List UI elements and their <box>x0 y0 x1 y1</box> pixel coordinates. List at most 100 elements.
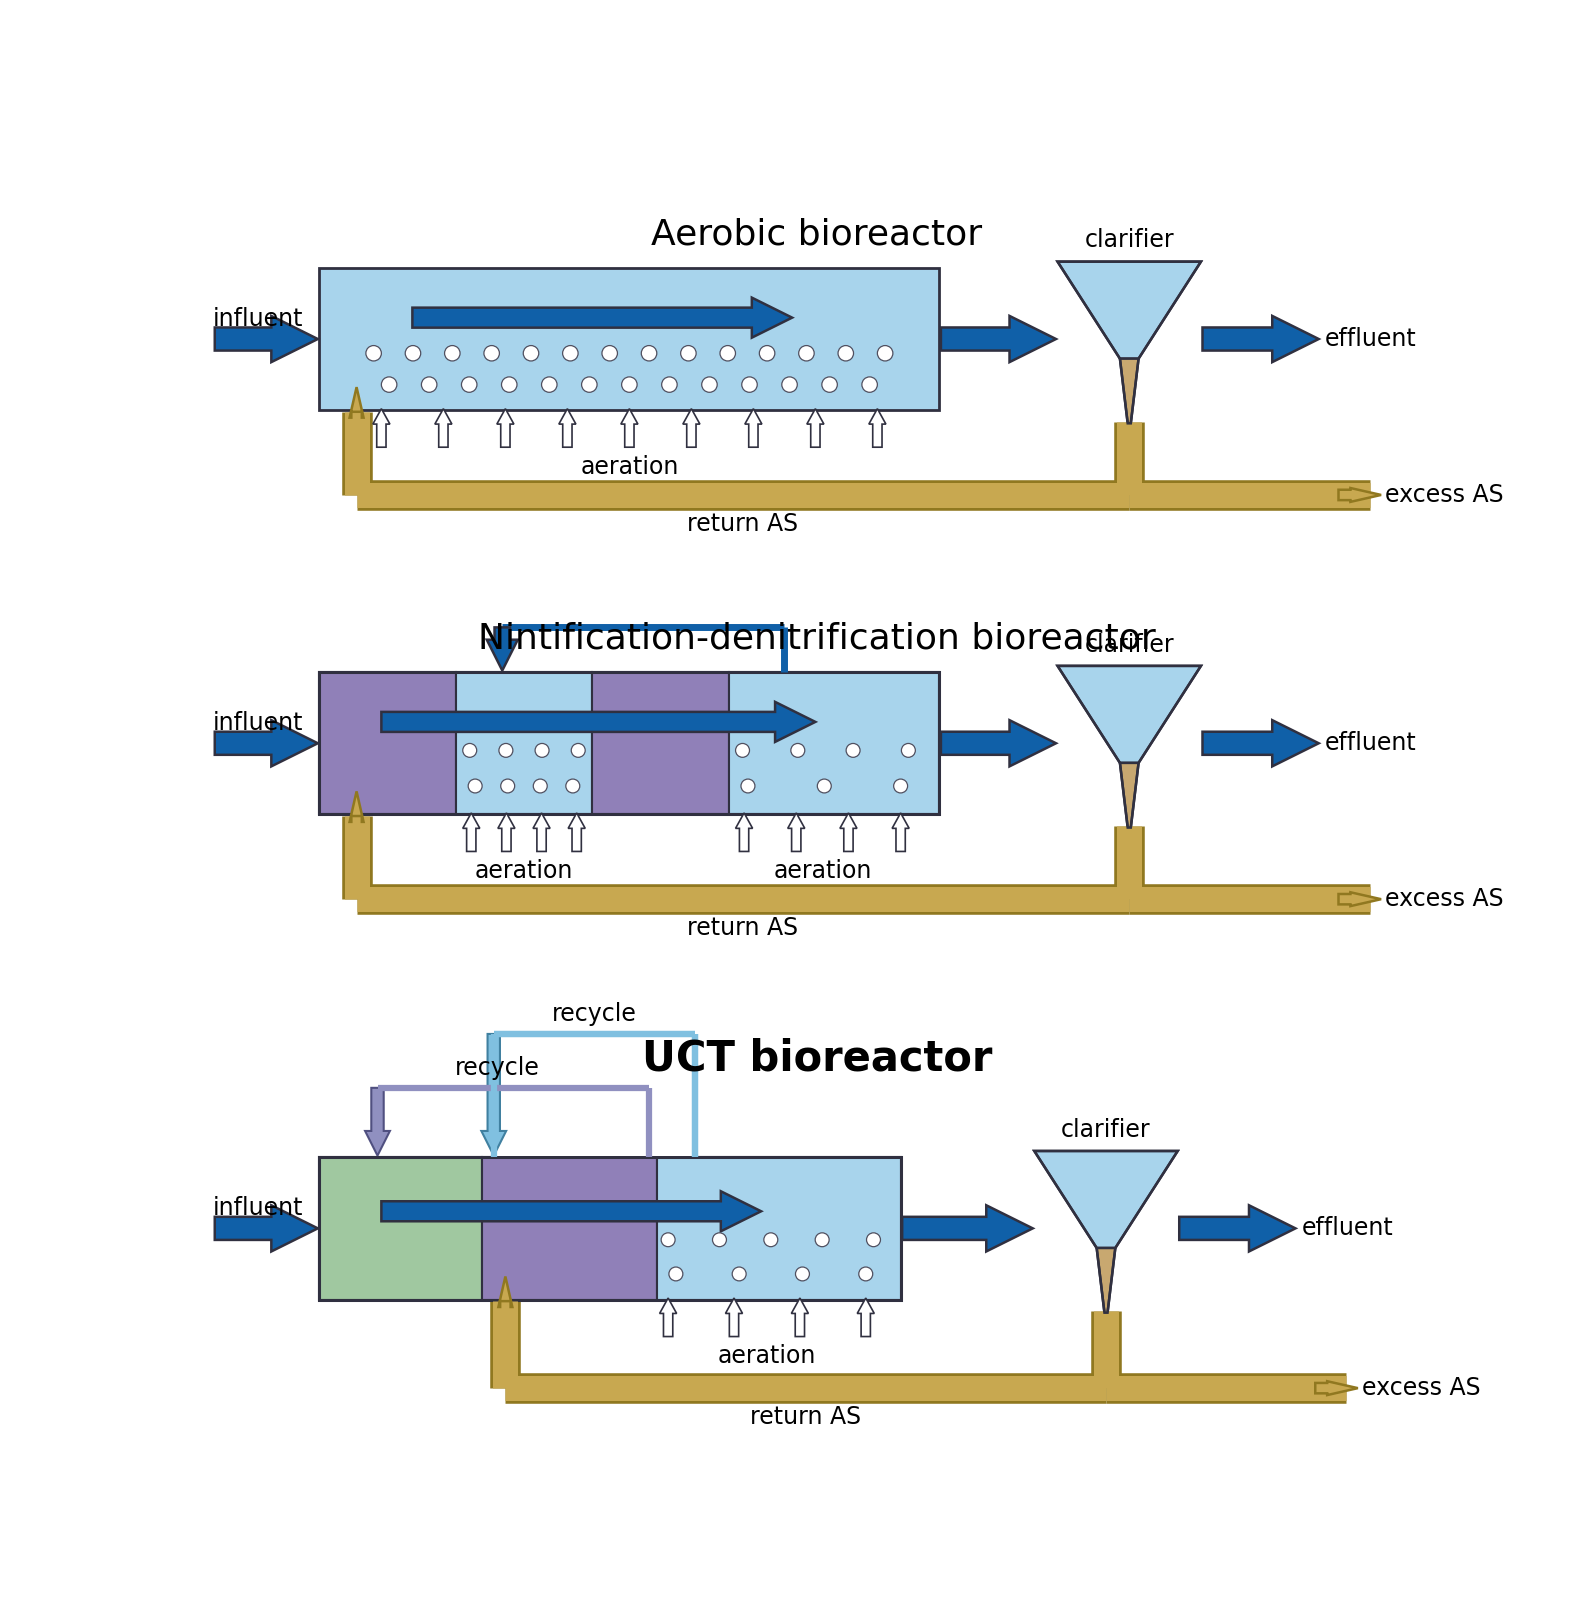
Circle shape <box>603 345 617 362</box>
Circle shape <box>641 345 657 362</box>
Text: return AS: return AS <box>687 513 799 535</box>
Circle shape <box>461 376 477 393</box>
Bar <box>456 672 593 814</box>
Text: effluent: effluent <box>1325 732 1417 756</box>
Text: return AS: return AS <box>751 1405 861 1429</box>
Bar <box>657 1156 901 1299</box>
Circle shape <box>846 743 861 757</box>
Polygon shape <box>620 409 638 448</box>
Text: Nintification-denitrification bioreactor: Nintification-denitrification bioreactor <box>478 621 1156 655</box>
FancyArrow shape <box>940 316 1055 362</box>
Circle shape <box>622 376 638 393</box>
Bar <box>319 1156 901 1299</box>
Polygon shape <box>497 409 513 448</box>
FancyArrow shape <box>1202 316 1318 362</box>
Polygon shape <box>1097 1247 1116 1312</box>
Polygon shape <box>787 813 805 852</box>
Polygon shape <box>559 409 575 448</box>
Circle shape <box>859 1267 874 1281</box>
Polygon shape <box>725 1298 743 1337</box>
Polygon shape <box>1057 261 1200 358</box>
FancyArrow shape <box>365 1088 391 1155</box>
Text: return AS: return AS <box>687 916 799 941</box>
Circle shape <box>799 345 815 362</box>
FancyArrow shape <box>940 720 1055 766</box>
FancyArrow shape <box>215 720 317 766</box>
Text: effluent: effluent <box>1302 1216 1393 1241</box>
Polygon shape <box>497 813 515 852</box>
Circle shape <box>367 345 381 362</box>
Polygon shape <box>1121 762 1138 827</box>
Circle shape <box>818 779 830 793</box>
Circle shape <box>662 376 677 393</box>
Circle shape <box>566 779 580 793</box>
Polygon shape <box>462 813 480 852</box>
Circle shape <box>485 345 499 362</box>
Polygon shape <box>893 813 909 852</box>
Circle shape <box>759 345 775 362</box>
FancyArrow shape <box>413 297 792 337</box>
Text: aeration: aeration <box>717 1345 816 1369</box>
Text: aeration: aeration <box>580 454 679 478</box>
Circle shape <box>815 1233 829 1247</box>
Circle shape <box>662 1233 676 1247</box>
Text: aeration: aeration <box>475 860 574 882</box>
FancyArrow shape <box>349 388 363 417</box>
FancyArrow shape <box>902 1205 1033 1252</box>
Polygon shape <box>807 409 824 448</box>
Polygon shape <box>1121 358 1138 423</box>
Circle shape <box>823 376 837 393</box>
FancyArrow shape <box>1339 488 1380 501</box>
FancyArrow shape <box>1339 892 1380 907</box>
Text: influent: influent <box>214 1195 304 1220</box>
Bar <box>481 1156 657 1299</box>
Text: aeration: aeration <box>773 860 872 882</box>
Circle shape <box>838 345 853 362</box>
FancyArrow shape <box>215 316 317 362</box>
Polygon shape <box>1035 1152 1178 1247</box>
FancyArrow shape <box>1315 1382 1358 1395</box>
FancyArrow shape <box>499 1277 512 1307</box>
Text: influent: influent <box>214 307 304 331</box>
Circle shape <box>901 743 915 757</box>
Circle shape <box>381 376 397 393</box>
Circle shape <box>867 1233 880 1247</box>
Circle shape <box>862 376 877 393</box>
Polygon shape <box>660 1298 676 1337</box>
Polygon shape <box>373 409 391 448</box>
Circle shape <box>501 779 515 793</box>
Text: clarifier: clarifier <box>1084 633 1175 657</box>
Bar <box>319 672 456 814</box>
FancyArrow shape <box>481 1033 507 1155</box>
Text: Aerobic bioreactor: Aerobic bioreactor <box>652 217 982 251</box>
Bar <box>593 672 728 814</box>
Text: UCT bioreactor: UCT bioreactor <box>642 1038 991 1080</box>
Polygon shape <box>567 813 585 852</box>
Circle shape <box>523 345 539 362</box>
Circle shape <box>795 1267 810 1281</box>
Circle shape <box>502 376 516 393</box>
Circle shape <box>681 345 697 362</box>
Circle shape <box>542 376 556 393</box>
FancyArrow shape <box>486 628 518 670</box>
Circle shape <box>499 743 513 757</box>
Text: effluent: effluent <box>1325 328 1417 350</box>
FancyArrow shape <box>1202 720 1318 766</box>
Circle shape <box>563 345 579 362</box>
Polygon shape <box>840 813 858 852</box>
Circle shape <box>732 1267 746 1281</box>
Circle shape <box>741 376 757 393</box>
Bar <box>496 1035 693 1155</box>
Bar <box>319 1156 481 1299</box>
Text: clarifier: clarifier <box>1084 229 1175 253</box>
Text: recycle: recycle <box>552 1002 638 1027</box>
Polygon shape <box>869 409 886 448</box>
Circle shape <box>791 743 805 757</box>
Polygon shape <box>858 1298 874 1337</box>
Circle shape <box>781 376 797 393</box>
Polygon shape <box>532 813 550 852</box>
FancyArrow shape <box>1180 1205 1296 1252</box>
Circle shape <box>421 376 437 393</box>
Text: influent: influent <box>214 710 304 735</box>
Circle shape <box>536 743 548 757</box>
